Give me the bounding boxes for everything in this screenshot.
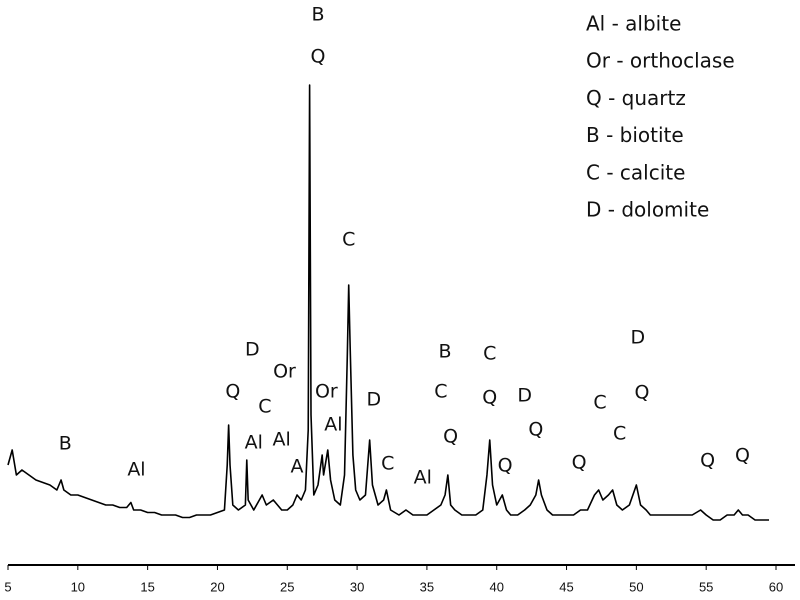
legend-entry: B - biotite [586,123,684,147]
x-tick-label: 60 [769,579,783,594]
legend-entry: Or - orthoclase [586,49,735,73]
peak-label: C [381,453,394,475]
x-tick-label: 55 [699,579,713,594]
legend-entry: D - dolomite [586,198,709,222]
x-tick-label: 5 [4,579,11,594]
peak-label: Or [273,361,296,383]
peak-label: Q [700,450,715,472]
peak-label: Q [528,419,543,441]
xrd-pattern [7,84,770,521]
peak-label: D [517,385,532,407]
peak-label: Q [735,445,750,467]
x-tick-label: 20 [210,579,224,594]
peak-label: D [245,339,260,361]
x-tick-label: 25 [280,579,294,594]
peak-label: Or [315,381,338,403]
peak-label: Q [498,455,513,477]
x-tick-label: 45 [559,579,573,594]
peak-label: D [630,327,645,349]
peak-label: B [439,341,452,363]
peak-label: C [593,392,606,414]
peak-label: B [311,4,324,26]
peak-label: Al [127,459,145,481]
x-tick-label: 40 [489,579,503,594]
x-tick-label: 15 [140,579,154,594]
x-tick-label: 50 [629,579,643,594]
legend-entry: Q - quartz [586,86,686,110]
legend-entry: C - calcite [586,160,685,184]
peak-label: Al [414,467,432,489]
peak-label: Al [273,429,291,451]
peak-label: C [434,381,447,403]
peak-label: C [342,229,355,251]
peak-label: Q [482,387,497,409]
peak-label: Q [443,426,458,448]
peak-label: A [291,456,304,478]
x-tick-label: 30 [350,579,364,594]
peak-label: Q [634,382,649,404]
peak-label: C [258,396,271,418]
peak-label: Q [225,381,240,403]
peak-label: C [613,423,626,445]
peak-label: B [59,433,72,455]
peak-label: Q [311,46,326,68]
peak-label: Q [572,452,587,474]
peak-label: Al [324,414,342,436]
peak-label: D [367,389,382,411]
legend-entry: Al - albite [586,12,681,36]
x-tick-label: 35 [420,579,434,594]
x-tick-label: 10 [71,579,85,594]
peak-label: C [483,343,496,365]
peak-label: Al [245,432,263,454]
